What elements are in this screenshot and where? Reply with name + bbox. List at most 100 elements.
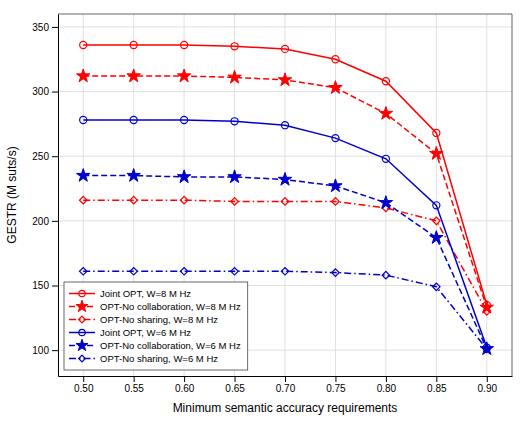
y-grid-line [58,91,512,92]
legend-label: OPT-No sharing, W=6 M Hz [100,353,218,364]
y-tick-label: 100 [32,345,49,356]
x-tick-mark [487,376,488,382]
point [382,271,389,278]
legend-label: OPT-No collaboration, W=8 M Hz [100,301,241,312]
y-grid-line [58,26,512,27]
y-tick-label: 200 [32,216,49,227]
point [281,45,288,52]
point [180,268,187,275]
x-tick-mark [235,376,236,382]
legend-marker [76,339,88,350]
legend-label: Joint OPT, W=6 M Hz [100,327,191,338]
legend-item: Joint OPT, W=8 M Hz [69,288,191,299]
series-group [77,41,494,354]
y-tick-mark [52,92,58,93]
x-tick: 0.90 [478,376,498,394]
series-line [83,176,487,349]
point [130,268,137,275]
y-tick: 300 [32,86,58,97]
x-tick-mark [83,376,84,382]
point [231,118,238,125]
legend-item: OPT-No collaboration, W=6 M Hz [69,339,241,351]
x-tick: 0.75 [326,376,346,394]
point [228,70,241,83]
x-tick: 0.70 [276,376,296,394]
point [329,81,342,94]
y-grid-line [58,220,512,221]
x-tick-label: 0.80 [377,383,397,394]
x-tick-mark [184,376,185,382]
point [379,106,392,119]
legend-marker [76,300,88,311]
point [80,116,87,123]
x-tick: 0.60 [175,376,195,394]
point [231,43,238,50]
point [79,196,86,203]
point [177,69,190,82]
point [130,116,137,123]
point [382,78,389,85]
series-line [83,76,487,307]
point [329,179,342,192]
x-tick: 0.85 [427,376,447,394]
point [332,269,339,276]
point [332,56,339,63]
x-grid-line [335,14,336,376]
y-tick-mark [52,350,58,351]
series [80,41,491,308]
x-tick-label: 0.75 [326,383,346,394]
point [379,196,392,209]
grid [58,14,512,376]
series [77,169,494,355]
series-line [83,45,487,305]
legend-marker [79,316,86,323]
point [80,41,87,48]
point [278,73,291,86]
x-grid-line [285,14,286,376]
point [130,41,137,48]
point [127,69,140,82]
point [433,202,440,209]
point [382,155,389,162]
y-axis: 100150200250300350 [32,15,58,377]
legend-line [69,358,95,360]
y-axis-title: GESTR (M suts/s) [5,146,19,243]
point [483,308,490,315]
point [433,283,440,290]
point [130,196,137,203]
point [77,169,90,182]
y-tick: 200 [32,216,58,227]
point [430,147,443,160]
point [433,217,440,224]
y-axis-line [58,15,59,377]
y-tick-mark [52,156,58,157]
point [281,198,288,205]
x-grid-line [486,14,487,376]
plot-frame [512,14,513,376]
x-grid-line [436,14,437,376]
legend-item: OPT-No sharing, W=6 M Hz [69,353,218,364]
point [281,268,288,275]
legend-item: OPT-No sharing, W=8 M Hz [69,314,218,325]
y-tick-mark [52,27,58,28]
y-tick: 100 [32,345,58,356]
point [332,135,339,142]
point [480,342,493,355]
point [433,129,440,136]
plot-frame [58,14,512,15]
legend-line [69,332,95,334]
x-axis-title: Minimum semantic accuracy requirements [173,401,398,415]
point [332,198,339,205]
legend-label: OPT-No sharing, W=8 M Hz [100,314,218,325]
y-tick: 350 [32,22,58,33]
legend-line [69,293,95,295]
plot: 0.500.550.600.650.700.750.800.850.901001… [32,14,512,394]
x-tick-mark [386,376,387,382]
series [77,69,494,313]
legend-label: Joint OPT, W=8 M Hz [100,288,191,299]
series-line [83,200,487,311]
series [80,116,491,351]
legend: Joint OPT, W=8 M Hz OPT-No collaboration,… [64,282,248,370]
point [77,69,90,82]
point [231,268,238,275]
